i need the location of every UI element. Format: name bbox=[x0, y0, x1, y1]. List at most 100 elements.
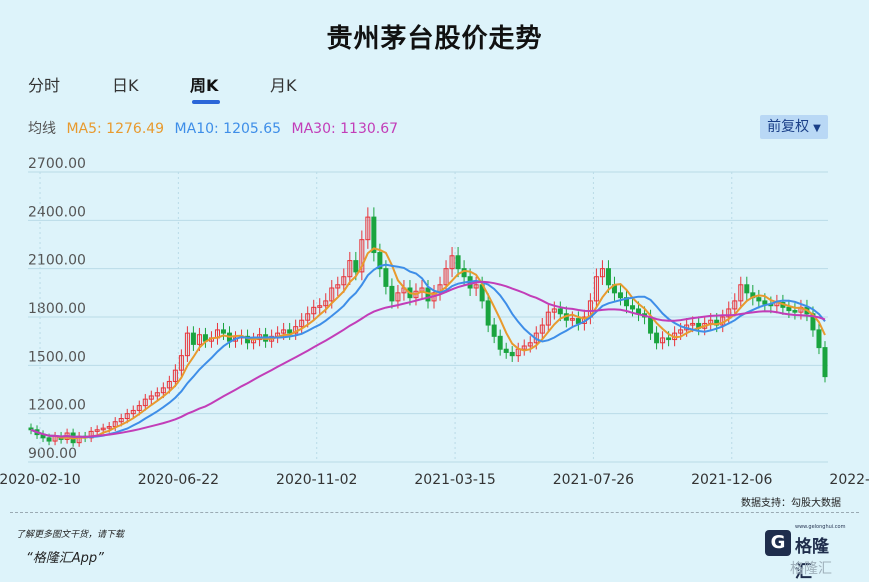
candle-body bbox=[94, 429, 100, 432]
candle-body bbox=[130, 409, 136, 415]
y-tick-label: 2100.00 bbox=[28, 253, 86, 269]
x-tick-label: 2021-03-15 bbox=[414, 472, 495, 488]
candle-body bbox=[154, 392, 160, 397]
candle-body bbox=[569, 318, 575, 321]
tab-daily-k[interactable]: 日K bbox=[112, 76, 139, 95]
candle-body bbox=[503, 348, 509, 353]
data-source: 数据支持：勾股大数据 bbox=[741, 498, 841, 509]
x-tick-label: 2020-06-22 bbox=[138, 472, 219, 488]
x-tick-label: 2021-07-26 bbox=[553, 472, 634, 488]
candle-body bbox=[485, 300, 491, 326]
candle-body bbox=[443, 268, 449, 286]
candle-body bbox=[521, 345, 527, 350]
candle-body bbox=[822, 347, 828, 378]
candle-body bbox=[28, 427, 34, 431]
ma5-line bbox=[30, 247, 826, 440]
candle-body bbox=[305, 313, 311, 321]
ma10-value: MA10: 1205.65 bbox=[174, 121, 282, 137]
candle-body bbox=[353, 260, 359, 273]
candle-body bbox=[449, 255, 455, 270]
ma-legend: 均线 MA5: 1276.49 MA10: 1205.65 MA30: 1130… bbox=[28, 118, 404, 138]
y-tick-label: 1800.00 bbox=[28, 301, 86, 317]
period-tabs: 分时 日K 周K 月K bbox=[28, 72, 348, 112]
candle-body bbox=[726, 308, 732, 318]
y-tick-label: 1200.00 bbox=[28, 398, 86, 414]
candle-body bbox=[648, 316, 654, 334]
y-tick-label: 900.00 bbox=[28, 446, 77, 462]
tab-intraday[interactable]: 分时 bbox=[28, 76, 61, 95]
candle-body bbox=[690, 322, 696, 326]
y-tick-label: 2400.00 bbox=[28, 204, 86, 220]
logo-icon: G bbox=[765, 530, 791, 556]
candle-body bbox=[816, 329, 822, 349]
candle-body bbox=[666, 337, 672, 341]
candle-body bbox=[323, 300, 329, 307]
candle-body bbox=[473, 284, 479, 289]
y-tick-label: 2700.00 bbox=[28, 156, 86, 172]
candle-body bbox=[341, 276, 347, 286]
candle-body bbox=[100, 427, 106, 431]
candle-body bbox=[527, 342, 533, 347]
candle-body bbox=[220, 329, 226, 334]
candle-body bbox=[196, 334, 202, 345]
candle-body bbox=[172, 369, 178, 382]
candle-body bbox=[630, 305, 636, 310]
candle-body bbox=[786, 306, 792, 312]
ma10-line bbox=[30, 263, 826, 439]
candle-body bbox=[311, 306, 317, 315]
y-tick-label: 1500.00 bbox=[28, 349, 86, 365]
promo-app-name: “格隆汇App” bbox=[26, 551, 104, 566]
candle-body bbox=[383, 268, 389, 287]
candle-body bbox=[545, 311, 551, 326]
chevron-down-icon: ▼ bbox=[813, 123, 821, 134]
candle-body bbox=[190, 332, 196, 345]
candle-body bbox=[599, 268, 605, 278]
candle-body bbox=[654, 332, 660, 344]
candle-body bbox=[178, 355, 184, 371]
price-adjust-dropdown[interactable]: 前复权 ▼ bbox=[760, 115, 828, 139]
candle-body bbox=[389, 285, 395, 302]
candle-body bbox=[551, 308, 557, 313]
candle-body bbox=[455, 255, 461, 270]
candle-body bbox=[365, 216, 371, 241]
candle-body bbox=[744, 284, 750, 294]
candle-body bbox=[371, 216, 377, 254]
candle-body bbox=[732, 300, 738, 310]
footer-divider bbox=[10, 512, 859, 513]
candle-body bbox=[359, 239, 365, 273]
candle-body bbox=[762, 300, 768, 305]
candle-body bbox=[329, 287, 335, 302]
candle-body bbox=[124, 413, 130, 419]
candle-body bbox=[148, 395, 154, 400]
ma5-value: MA5: 1276.49 bbox=[66, 121, 165, 137]
watermark: 格隆汇 bbox=[790, 561, 832, 577]
candle-body bbox=[287, 329, 293, 334]
candle-body bbox=[539, 324, 545, 334]
candle-body bbox=[756, 297, 762, 302]
candle-body bbox=[347, 260, 353, 278]
candle-body bbox=[792, 310, 798, 313]
candle-body bbox=[166, 380, 172, 389]
x-tick-label: 2022-04-25 bbox=[829, 472, 869, 488]
candle-body bbox=[395, 292, 401, 302]
ma30-line bbox=[30, 280, 826, 438]
candle-body bbox=[281, 329, 287, 334]
chart-title: 贵州茅台股价走势 bbox=[326, 24, 543, 54]
candle-body bbox=[377, 252, 383, 270]
candle-body bbox=[509, 351, 515, 357]
candle-body bbox=[425, 287, 431, 302]
ma-label: 均线 bbox=[28, 121, 56, 137]
candle-body bbox=[738, 284, 744, 302]
candle-body bbox=[160, 387, 166, 394]
price-adjust-label: 前复权 bbox=[767, 119, 810, 135]
tab-weekly-k[interactable]: 周K bbox=[190, 76, 219, 95]
promo-text: 了解更多图文干货，请下载 bbox=[16, 530, 125, 540]
candle-body bbox=[335, 284, 341, 289]
candle-body bbox=[142, 398, 148, 407]
candle-body bbox=[184, 332, 190, 357]
tab-monthly-k[interactable]: 月K bbox=[270, 76, 297, 95]
candle-body bbox=[46, 437, 52, 442]
x-tick-label: 2020-02-10 bbox=[0, 472, 81, 488]
candle-body bbox=[605, 268, 611, 286]
ma30-value: MA30: 1130.67 bbox=[291, 121, 399, 137]
